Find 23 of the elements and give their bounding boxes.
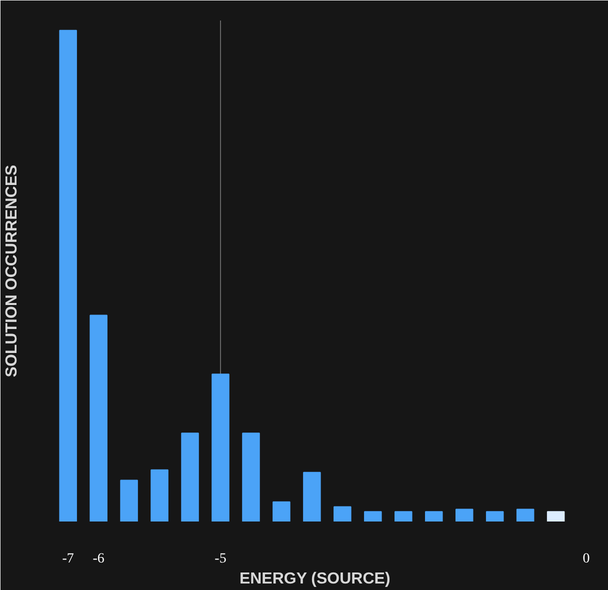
bar (272, 501, 290, 522)
bar (364, 511, 382, 522)
bar (150, 469, 168, 522)
bar (486, 511, 504, 522)
bar (455, 508, 474, 522)
bar (303, 472, 321, 522)
y-axis-title: SOLUTION OCCURRENCES (4, 164, 20, 378)
bar (394, 511, 412, 522)
x-tick-label: -7 (62, 552, 74, 566)
x-tick-label: -6 (92, 552, 104, 566)
bar (334, 506, 352, 522)
x-tick-label: -5 (214, 552, 226, 566)
x-axis-title: ENERGY (SOURCE) (239, 570, 390, 588)
bar (90, 314, 108, 522)
bar (120, 480, 138, 522)
bar (516, 508, 534, 522)
x-tick-label: 0 (582, 552, 590, 566)
bar (546, 511, 565, 522)
bar (212, 374, 230, 522)
bar (242, 432, 260, 522)
bar (181, 432, 199, 522)
bar (59, 30, 77, 522)
bar (425, 511, 443, 522)
